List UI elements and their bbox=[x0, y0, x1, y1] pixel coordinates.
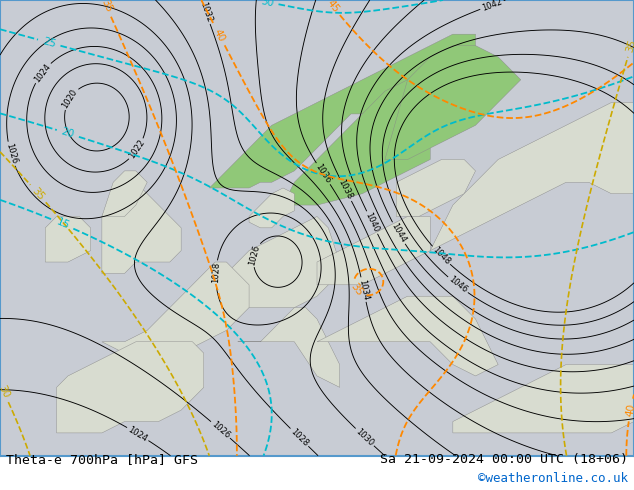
Polygon shape bbox=[209, 34, 476, 188]
Text: 15: 15 bbox=[55, 217, 71, 231]
Text: 1020: 1020 bbox=[61, 87, 79, 110]
Text: 1030: 1030 bbox=[354, 427, 375, 448]
Text: 20: 20 bbox=[60, 127, 75, 140]
Polygon shape bbox=[283, 68, 430, 205]
Text: Theta-e 700hPa [hPa] GFS: Theta-e 700hPa [hPa] GFS bbox=[6, 453, 198, 466]
Text: 1040: 1040 bbox=[363, 211, 380, 234]
Text: 1032: 1032 bbox=[198, 1, 214, 24]
Text: 1024: 1024 bbox=[32, 62, 53, 84]
Text: 1026: 1026 bbox=[4, 143, 18, 165]
Text: 30: 30 bbox=[260, 0, 275, 8]
Text: 1046: 1046 bbox=[447, 275, 469, 295]
Text: 1024: 1024 bbox=[127, 425, 149, 443]
Text: 1028: 1028 bbox=[288, 427, 310, 448]
Text: 35: 35 bbox=[348, 281, 364, 298]
Text: 1036: 1036 bbox=[314, 162, 333, 185]
Text: 1038: 1038 bbox=[337, 178, 354, 201]
Polygon shape bbox=[238, 308, 340, 388]
Text: 40: 40 bbox=[212, 27, 227, 43]
Text: 35: 35 bbox=[30, 185, 46, 202]
Polygon shape bbox=[102, 262, 249, 353]
Text: 35: 35 bbox=[99, 0, 113, 14]
Text: 1034: 1034 bbox=[357, 278, 370, 301]
Polygon shape bbox=[430, 102, 634, 251]
Text: Sa 21-09-2024 00:00 UTC (18+06): Sa 21-09-2024 00:00 UTC (18+06) bbox=[380, 453, 628, 466]
Text: 1022: 1022 bbox=[127, 138, 147, 161]
Text: 25: 25 bbox=[42, 36, 57, 49]
Text: 1028: 1028 bbox=[211, 262, 221, 284]
Text: 40: 40 bbox=[624, 403, 634, 417]
Polygon shape bbox=[45, 217, 91, 262]
Polygon shape bbox=[226, 217, 340, 308]
Polygon shape bbox=[56, 342, 204, 433]
Polygon shape bbox=[453, 365, 634, 433]
Text: 1048: 1048 bbox=[430, 245, 451, 266]
Polygon shape bbox=[385, 46, 521, 160]
Text: 45: 45 bbox=[325, 0, 340, 14]
Text: 1026: 1026 bbox=[247, 244, 261, 266]
Polygon shape bbox=[317, 217, 430, 285]
Text: 1026: 1026 bbox=[210, 419, 231, 440]
Text: 35: 35 bbox=[624, 38, 634, 53]
Text: 1042: 1042 bbox=[481, 0, 503, 13]
Polygon shape bbox=[317, 296, 498, 376]
Polygon shape bbox=[102, 182, 181, 273]
Polygon shape bbox=[396, 160, 476, 217]
Text: 1044: 1044 bbox=[389, 222, 408, 245]
Text: 30: 30 bbox=[0, 384, 11, 400]
Polygon shape bbox=[102, 171, 147, 217]
Text: ©weatheronline.co.uk: ©weatheronline.co.uk bbox=[477, 472, 628, 485]
Polygon shape bbox=[249, 188, 294, 228]
